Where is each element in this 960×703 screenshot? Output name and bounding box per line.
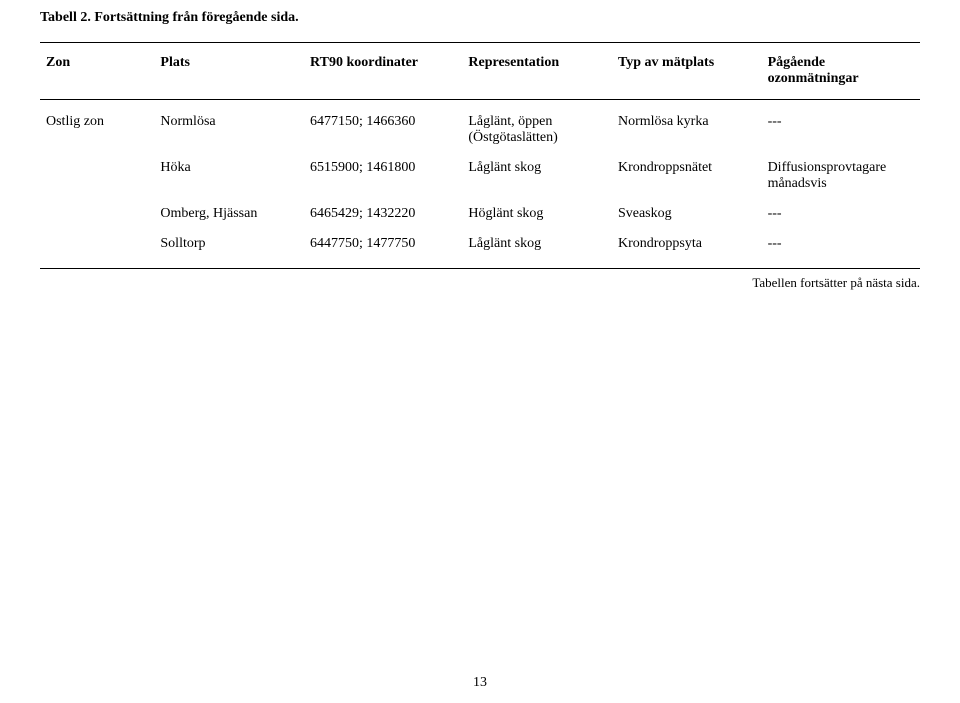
table-row: Solltorp 6447750; 1477750 Låglänt skog K… <box>40 222 920 269</box>
cell-plats: Normlösa <box>154 100 304 147</box>
cell-ozon: --- <box>762 222 920 269</box>
col-header-typ: Typ av mätplats <box>612 43 762 100</box>
col-header-rep: Representation <box>462 43 612 100</box>
cell-zon <box>40 192 154 222</box>
cell-plats: Höka <box>154 146 304 192</box>
table-header-row: Zon Plats RT90 koordinater Representatio… <box>40 43 920 100</box>
col-header-plats: Plats <box>154 43 304 100</box>
cell-typ: Sveaskog <box>612 192 762 222</box>
data-table: Zon Plats RT90 koordinater Representatio… <box>40 42 920 269</box>
cell-rep: Låglänt skog <box>462 146 612 192</box>
cell-rt90: 6515900; 1461800 <box>304 146 462 192</box>
cell-rep: Låglänt skog <box>462 222 612 269</box>
cell-zon <box>40 146 154 192</box>
cell-zon <box>40 222 154 269</box>
cell-rep: Höglänt skog <box>462 192 612 222</box>
col-header-ozon: Pågående ozonmätningar <box>762 43 920 100</box>
cell-ozon: Diffusionsprovtagare månadsvis <box>762 146 920 192</box>
page-number: 13 <box>0 675 960 691</box>
cell-ozon: --- <box>762 100 920 147</box>
cell-rt90: 6447750; 1477750 <box>304 222 462 269</box>
table-row: Omberg, Hjässan 6465429; 1432220 Höglänt… <box>40 192 920 222</box>
cell-typ: Krondroppsnätet <box>612 146 762 192</box>
table-row: Ostlig zon Normlösa 6477150; 1466360 Låg… <box>40 100 920 147</box>
cell-rep: Låglänt, öppen (Östgötaslätten) <box>462 100 612 147</box>
table-footnote: Tabellen fortsätter på nästa sida. <box>40 275 920 291</box>
col-header-zon: Zon <box>40 43 154 100</box>
cell-plats: Omberg, Hjässan <box>154 192 304 222</box>
cell-rt90: 6477150; 1466360 <box>304 100 462 147</box>
cell-rt90: 6465429; 1432220 <box>304 192 462 222</box>
cell-typ: Krondroppsyta <box>612 222 762 269</box>
cell-plats: Solltorp <box>154 222 304 269</box>
cell-ozon: --- <box>762 192 920 222</box>
col-header-rt90: RT90 koordinater <box>304 43 462 100</box>
table-caption: Tabell 2. Fortsättning från föregående s… <box>40 10 920 26</box>
cell-zon: Ostlig zon <box>40 100 154 147</box>
cell-typ: Normlösa kyrka <box>612 100 762 147</box>
table-row: Höka 6515900; 1461800 Låglänt skog Krond… <box>40 146 920 192</box>
